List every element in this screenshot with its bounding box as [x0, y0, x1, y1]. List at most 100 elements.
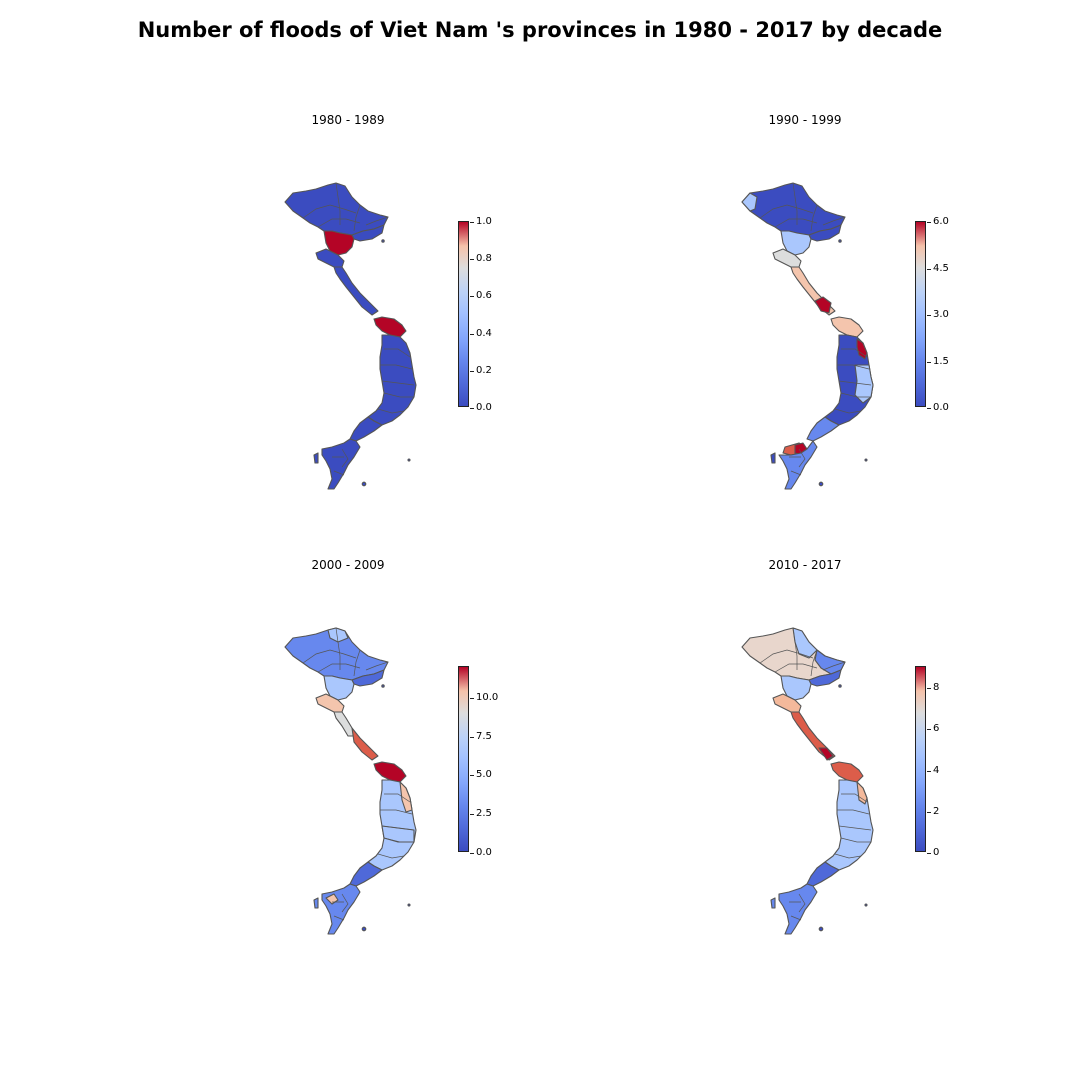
thanh-hoa: [323, 675, 355, 701]
red-river-delta: [351, 224, 385, 242]
colorbar-tick: 10.0: [469, 692, 499, 703]
phu-quoc-island: [770, 897, 776, 909]
mekong-delta: [321, 438, 361, 490]
hue-highlight: [373, 316, 407, 338]
islands: [313, 684, 411, 932]
provinces: [741, 182, 874, 490]
provinces: [741, 627, 874, 935]
north-central: [333, 266, 379, 316]
coastal-island: [838, 239, 842, 243]
provinces: [284, 182, 417, 490]
red-river-delta: [351, 669, 385, 687]
quang-binh-highlight: [814, 296, 832, 314]
con-dao-island: [361, 481, 367, 487]
thanh-hoa: [780, 230, 812, 256]
internal-borders: [759, 627, 872, 921]
central-highlands: [824, 779, 874, 871]
ly-son-island: [864, 458, 868, 462]
islands: [770, 239, 868, 487]
central-highlands: [367, 334, 417, 426]
con-dao-island: [818, 481, 824, 487]
quang-ngai-highlight: [856, 338, 868, 360]
colorbar-tick: 7.5: [470, 731, 492, 742]
northwest-region: [284, 627, 389, 681]
colorbar-tick: 2: [926, 806, 940, 817]
red-river-delta: [808, 224, 842, 242]
map-panel-2000-2009: 2000 - 2009 0.0 2: [248, 558, 668, 978]
thanh-hoa-highlight: [323, 230, 355, 256]
phu-quoc-island: [313, 897, 319, 909]
southeast: [349, 416, 383, 442]
southeast: [806, 861, 840, 887]
ly-son-island: [407, 903, 411, 907]
colorbar: [458, 221, 469, 407]
coastal-island: [838, 684, 842, 688]
colorbar-tick: 0.2: [470, 365, 492, 376]
phu-quoc-island: [770, 452, 776, 464]
colorbar-tick: 2.5: [470, 808, 492, 819]
hue-highlight: [373, 761, 407, 783]
colorbar-tick: 6: [926, 723, 940, 734]
map-panel-2010-2017: 2010 - 2017 0 2 4 6: [705, 558, 1080, 978]
quang-binh: [351, 727, 379, 761]
con-dao-island: [818, 926, 824, 932]
colorbar-tick: 0.6: [470, 290, 492, 301]
phu-quoc-island: [313, 452, 319, 464]
southeast: [806, 416, 840, 442]
con-dao-island: [361, 926, 367, 932]
colorbar-tick: 0.8: [470, 253, 492, 264]
internal-borders: [302, 182, 415, 476]
coastal-island: [381, 684, 385, 688]
panel-title: 1980 - 1989: [311, 113, 385, 127]
colorbar-tick: 0: [926, 847, 940, 858]
southeast: [349, 861, 383, 887]
hue: [830, 761, 864, 783]
map-panel-1980-1989: 1980 - 1989 0.0 0.2 0.4 0.6 0.8 1.0: [248, 113, 668, 533]
vietnam-map: [741, 627, 874, 935]
vietnam-map: [284, 182, 417, 490]
red-river-delta: [808, 669, 842, 687]
colorbar-tick: 4: [926, 765, 940, 776]
colorbar-tick: 0.0: [927, 402, 949, 413]
colorbar: [458, 666, 469, 852]
vietnam-map: [741, 182, 874, 490]
thanh-hoa: [780, 675, 812, 701]
colorbar: [915, 666, 926, 852]
panel-title: 2000 - 2009: [311, 558, 385, 572]
panel-title: 2010 - 2017: [768, 558, 842, 572]
vietnam-map: [284, 627, 417, 935]
colorbar-tick: 1.5: [927, 356, 949, 367]
provinces: [284, 627, 417, 935]
northwest-region: [741, 182, 846, 236]
ly-son-island: [407, 458, 411, 462]
colorbar-tick: 6.0: [927, 216, 949, 227]
internal-borders: [759, 182, 872, 476]
coastal-island: [381, 239, 385, 243]
colorbar-tick: 8: [926, 682, 940, 693]
mekong-delta: [778, 883, 818, 935]
colorbar-tick: 3.0: [927, 309, 949, 320]
an-giang: [325, 893, 339, 905]
mekong-delta: [321, 883, 361, 935]
quang-ngai: [399, 781, 413, 813]
northwest-region: [284, 182, 389, 236]
islands: [770, 684, 868, 932]
colorbar-tick: 1.0: [470, 216, 492, 227]
mekong-delta: [778, 440, 818, 490]
colorbar: [915, 221, 926, 407]
colorbar-tick: 5.0: [470, 769, 492, 780]
hue: [830, 316, 864, 338]
central-highlands: [367, 779, 417, 871]
panel-title: 1990 - 1999: [768, 113, 842, 127]
northeast: [792, 627, 818, 659]
lai-chau: [741, 192, 758, 212]
ly-son-island: [864, 903, 868, 907]
colorbar-tick: 0.4: [470, 328, 492, 339]
map-panel-1990-1999: 1990 - 1999: [705, 113, 1080, 533]
islands: [313, 239, 411, 487]
colorbar-tick: 0.0: [470, 402, 492, 413]
colorbar-tick: 4.5: [927, 263, 949, 274]
internal-borders: [302, 627, 415, 921]
quang-tri-highlight: [818, 747, 834, 761]
colorbar-tick: 0.0: [470, 847, 492, 858]
